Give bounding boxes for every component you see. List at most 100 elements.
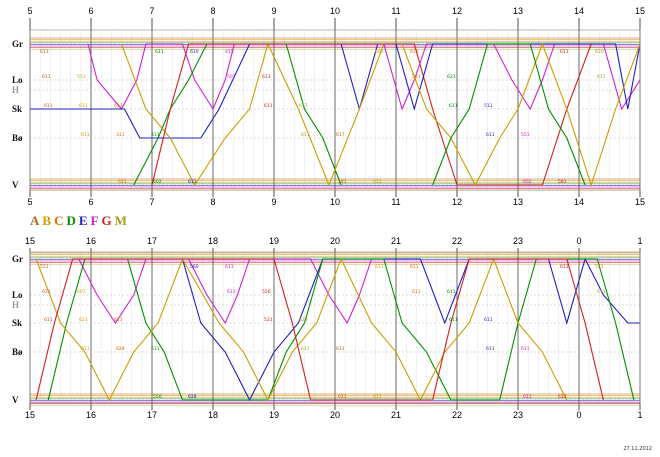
train-number: 611 [44,317,53,323]
train-number: 611 [597,74,606,80]
x-tick-label: 6 [88,6,93,16]
train-number: 611 [373,394,382,400]
x-tick-label: 22 [452,236,462,246]
x-tick-label: 19 [269,410,279,420]
x-tick-label: 14 [574,197,584,207]
x-tick-label: 23 [513,236,523,246]
train-number: 600 [375,49,384,55]
x-tick-label: 7 [149,197,154,207]
train-number: 611 [410,49,419,55]
train-number: 423 [299,317,308,323]
service-line [401,42,641,187]
x-tick-label: 12 [452,197,462,207]
x-tick-label: 0 [576,410,581,420]
train-number: 581 [412,74,421,80]
train-number: 602 [523,179,532,185]
train-number: 560 [190,264,199,270]
service-line [133,43,342,186]
service-line [78,258,373,325]
x-tick-label: 1 [637,236,642,246]
train-number: 611 [81,132,90,138]
station-label: Lo [12,290,23,300]
service-line [35,257,568,402]
x-tick-label: 8 [210,197,215,207]
x-tick-label: 13 [513,6,523,16]
train-number: 611 [560,264,569,270]
x-tick-label: 16 [86,236,96,246]
train-number: 617 [336,132,345,138]
train-number: 611 [449,103,458,109]
train-number: 611 [486,132,495,138]
train-number: 613 [262,74,271,80]
train-number: 611 [521,346,530,352]
train-number: 611 [560,49,569,55]
station-label: Bø [12,347,23,357]
x-tick-label: 16 [86,410,96,420]
train-number: 611 [301,346,310,352]
x-tick-label: 20 [330,236,340,246]
train-number: 611 [79,103,88,109]
x-tick-label: 5 [27,6,32,16]
train-number: 613 [40,49,49,55]
x-tick-label: 0 [576,236,581,246]
train-number: 622 [558,394,567,400]
train-number: 415 [225,49,234,55]
x-tick-label: 1 [637,410,642,420]
x-tick-label: 23 [513,410,523,420]
x-tick-label: 8 [210,6,215,16]
x-tick-label: 22 [452,410,462,420]
train-number: 620 [595,49,604,55]
x-tick-label: 9 [271,6,276,16]
station-label: Sk [12,318,22,328]
legend-item-e: E [78,213,88,228]
date-stamp: 27.11.2012 [623,446,652,452]
train-number: 607 [77,289,86,295]
x-tick-label: 7 [149,6,154,16]
service-line [87,43,235,111]
train-number: 610 [190,49,199,55]
x-tick-label: 9 [271,197,276,207]
x-tick-label: 13 [513,197,523,207]
train-number: 311 [116,132,125,138]
service-line [47,258,635,401]
train-number: 611 [44,103,53,109]
train-number: 611 [225,264,234,270]
train-number: 551 [521,132,530,138]
station-label: Bø [12,133,23,143]
x-tick-label: 12 [452,6,462,16]
train-number: 551 [77,74,86,80]
train-number: 617 [299,103,308,109]
train-number: 411 [151,132,160,138]
train-number: 611 [449,317,458,323]
train-number: 611 [373,179,382,185]
train-number: 611 [301,132,310,138]
x-tick-label: 15 [635,197,645,207]
x-tick-label: 18 [208,236,218,246]
station-label: H [12,300,19,310]
train-number: 611 [118,179,127,185]
plot-frame [29,251,641,404]
train-number: 556 [262,289,271,295]
train-number: 551 [40,264,49,270]
train-number: 521 [264,317,273,323]
service-line [383,43,641,111]
station-label: V [12,395,19,405]
train-number: 628 [188,394,197,400]
train-number: 556 [153,394,162,400]
service-line [30,43,379,139]
x-tick-label: 15 [25,236,35,246]
legend-item-b: B [42,213,52,228]
station-label: V [12,180,19,190]
station-label: Sk [12,104,22,114]
train-number: 581 [338,179,347,185]
train-number: 611 [336,346,345,352]
service-line [120,42,385,187]
x-tick-label: 15 [25,410,35,420]
train-number: 581 [558,179,567,185]
legend-item-a: A [30,213,40,228]
train-number: 611 [484,317,493,323]
train-number: 611 [151,346,160,352]
train-number: 611 [523,394,532,400]
x-tick-label: 6 [88,197,93,207]
